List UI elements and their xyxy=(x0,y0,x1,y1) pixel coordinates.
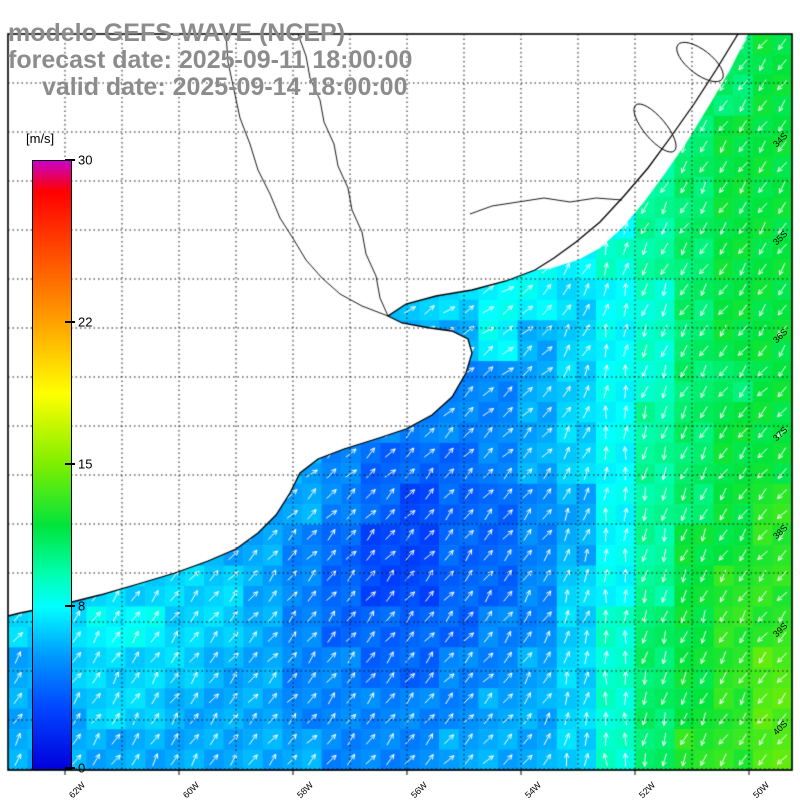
colorbar-tick-label: 22 xyxy=(78,314,93,330)
colorbar-tick-mark xyxy=(65,321,75,324)
model-title: modelo GEFS-WAVE (NCEP) xyxy=(8,19,346,47)
colorbar-tick-label: 15 xyxy=(78,456,93,472)
title-block: modelo GEFS-WAVE (NCEP) forecast date: 2… xyxy=(8,20,412,101)
colorbar-tick-mark xyxy=(65,463,75,465)
colorbar-tick-mark xyxy=(65,159,75,161)
valid-date-line: valid date: 2025-09-14 18:00:00 xyxy=(42,73,408,101)
colorbar-tick-label: 30 xyxy=(78,152,93,168)
colorbar-tick-mark xyxy=(65,767,75,769)
colorbar xyxy=(32,160,72,770)
colorbar-tick-mark xyxy=(65,604,75,607)
colorbar-tick-label: 0 xyxy=(78,760,86,776)
colorbar-unit-label: [m/s] xyxy=(26,131,55,146)
forecast-date-line: forecast date: 2025-09-11 18:00:00 xyxy=(8,46,413,74)
colorbar-tick-label: 8 xyxy=(78,598,86,614)
